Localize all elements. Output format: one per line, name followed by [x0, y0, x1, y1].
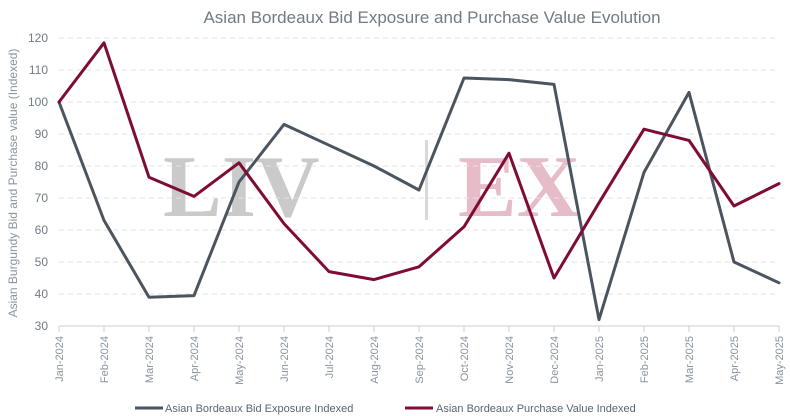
legend-label-purchase-value: Asian Bordeaux Purchase Value Indexed — [436, 403, 636, 415]
x-tick-label: Apr-2025 — [729, 336, 741, 381]
watermark-ex: EX — [458, 139, 580, 236]
y-tick-label: 50 — [35, 255, 49, 269]
legend-item-purchase-value[interactable]: Asian Bordeaux Purchase Value Indexed — [405, 403, 636, 415]
x-tick-label: May-2024 — [234, 336, 246, 385]
x-tick-label: Oct-2024 — [459, 336, 471, 381]
watermark-divider — [425, 140, 428, 220]
series-layer — [57, 41, 781, 322]
series-line-0 — [57, 76, 781, 322]
y-axis-label: Asian Burgundy Bid and Purchase value (I… — [6, 49, 20, 318]
x-tick-label: Feb-2024 — [99, 336, 111, 383]
y-tick-label: 120 — [28, 31, 48, 45]
x-tick-label: Sep-2024 — [414, 336, 426, 384]
x-tick-label: Dec-2024 — [549, 336, 561, 384]
y-tick-label: 70 — [35, 191, 49, 205]
y-tick-label: 30 — [35, 319, 49, 333]
y-tick-label: 100 — [28, 95, 48, 109]
y-tick-label: 110 — [29, 63, 48, 77]
x-tick-label: Jan-2024 — [54, 336, 66, 382]
x-tick-label: Jan-2025 — [594, 336, 606, 382]
grid — [59, 37, 779, 327]
y-tick-label: 60 — [35, 223, 49, 237]
y-axis: 30 40 50 60 70 80 90 100 110 120 — [28, 31, 48, 333]
x-tick-label: Mar-2024 — [144, 336, 156, 383]
legend-item-bid-exposure[interactable]: Asian Bordeaux Bid Exposure Indexed — [135, 403, 353, 415]
y-tick-label: 80 — [35, 159, 49, 173]
y-tick-label: 90 — [35, 127, 49, 141]
watermark: LIV EX — [163, 139, 580, 236]
x-tick-label: Nov-2024 — [504, 336, 516, 384]
watermark-liv: LIV — [163, 139, 320, 236]
x-tick-label: Feb-2025 — [639, 336, 651, 383]
x-tick-label: Aug-2024 — [369, 336, 381, 384]
x-tick-label: Jul-2024 — [324, 336, 336, 378]
x-tick-label: Mar-2025 — [684, 336, 696, 383]
legend: Asian Bordeaux Bid Exposure Indexed Asia… — [135, 403, 636, 415]
chart-title: Asian Bordeaux Bid Exposure and Purchase… — [203, 8, 660, 27]
legend-label-bid-exposure: Asian Bordeaux Bid Exposure Indexed — [165, 403, 353, 415]
x-axis: Jan-2024 Feb-2024 Mar-2024 Apr-2024 May-2024… — [54, 326, 786, 385]
x-tick-label: Jun-2024 — [279, 336, 291, 382]
x-tick-label: May-2025 — [774, 336, 786, 385]
y-tick-label: 40 — [35, 287, 49, 301]
series-line-1 — [57, 41, 781, 282]
x-tick-label: Apr-2024 — [189, 336, 201, 381]
